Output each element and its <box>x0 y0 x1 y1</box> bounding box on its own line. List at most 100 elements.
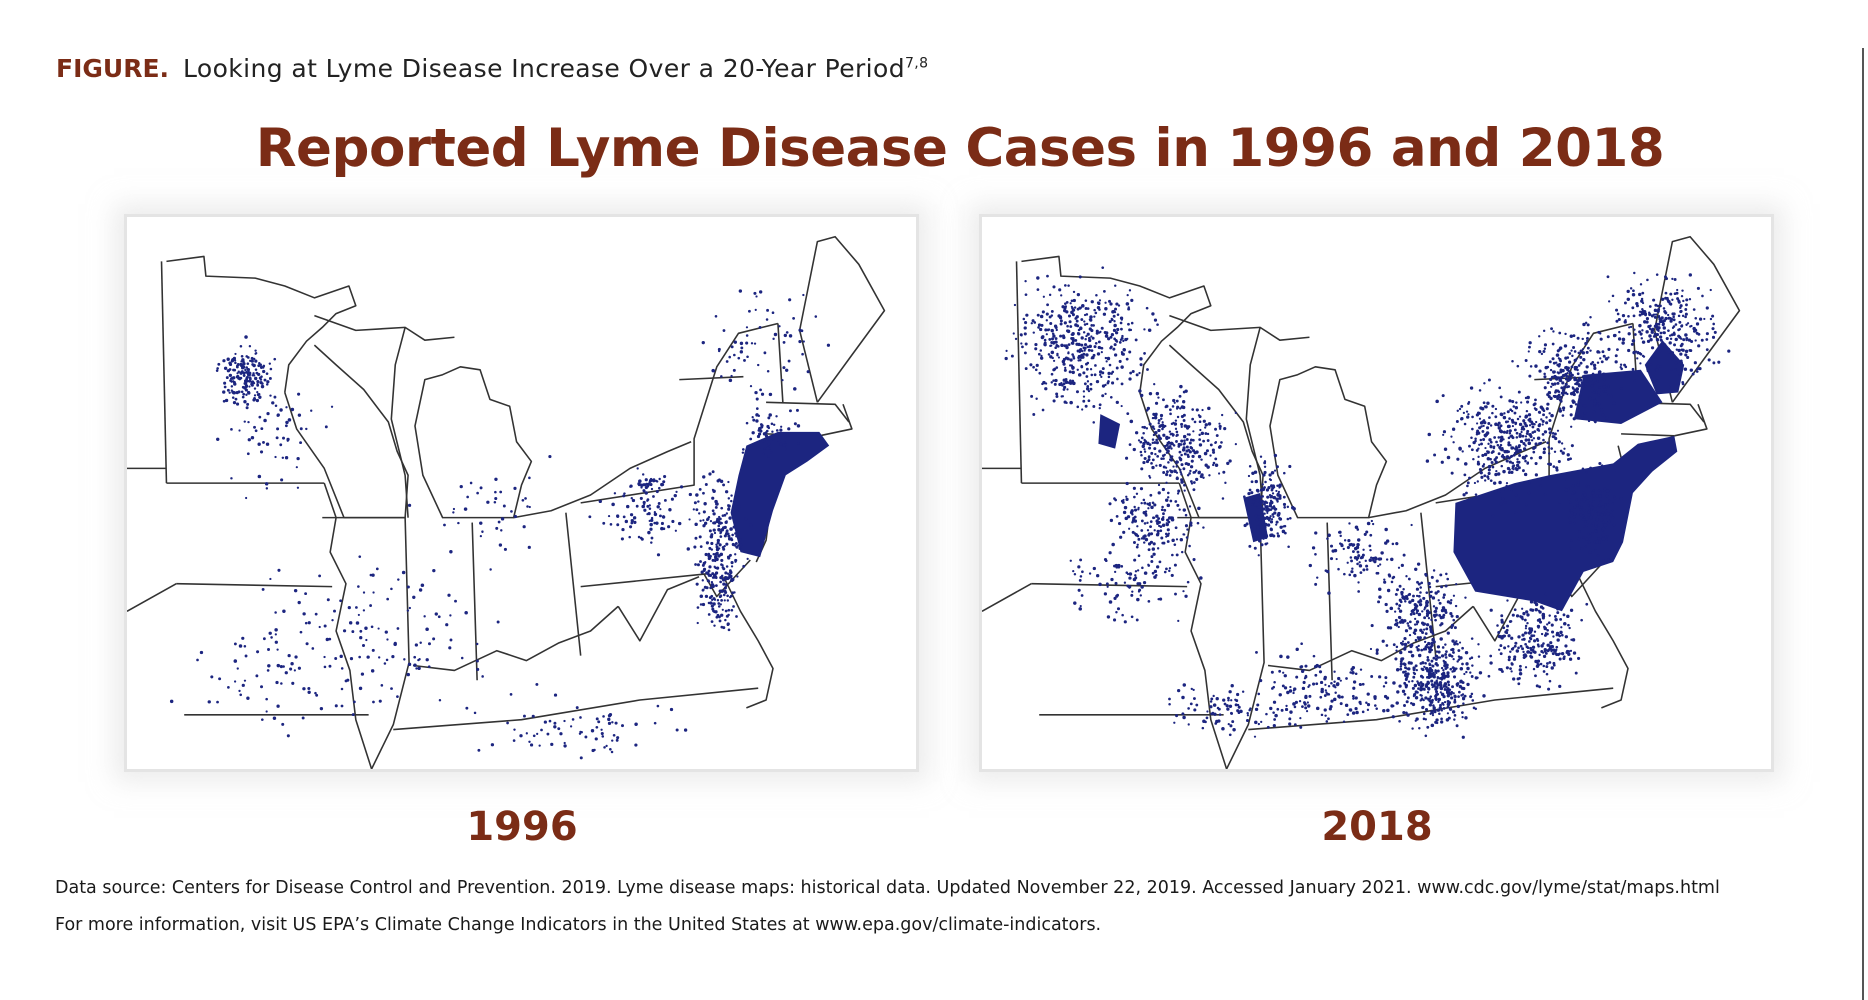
case-dot <box>1150 505 1154 510</box>
case-dot <box>1076 307 1080 311</box>
case-dot <box>1109 518 1114 523</box>
case-dot <box>675 728 679 732</box>
case-dot <box>1104 383 1107 387</box>
case-dot <box>275 436 279 440</box>
case-dot <box>753 291 757 295</box>
case-dot <box>656 553 661 557</box>
case-dot <box>679 485 684 489</box>
case-dot <box>719 603 722 606</box>
case-dot <box>1131 520 1134 524</box>
case-dot <box>698 512 701 515</box>
case-dot <box>1518 668 1523 672</box>
case-dot <box>1422 596 1426 600</box>
case-dot <box>1192 488 1196 492</box>
case-dot <box>1148 443 1152 446</box>
case-dot <box>1534 674 1537 678</box>
case-dot <box>1158 449 1162 453</box>
case-dot <box>766 308 769 312</box>
case-dot <box>761 440 764 443</box>
case-dot <box>1526 613 1530 617</box>
case-dot <box>1218 422 1221 425</box>
case-dot <box>276 413 280 417</box>
case-dot <box>1541 613 1545 618</box>
case-dot <box>710 604 714 608</box>
case-dot <box>1468 444 1471 448</box>
case-dot <box>228 391 231 394</box>
case-dot <box>1136 569 1140 572</box>
case-dot <box>1458 407 1462 411</box>
case-dot <box>1577 414 1581 417</box>
case-dot <box>1489 440 1493 444</box>
case-dot <box>793 422 797 426</box>
case-dot <box>711 470 715 474</box>
case-dot <box>1080 318 1084 321</box>
case-dot <box>1193 451 1197 455</box>
case-dot <box>1288 464 1292 469</box>
case-dot <box>1167 520 1171 524</box>
case-dot <box>1487 674 1491 678</box>
case-dot <box>1672 318 1676 322</box>
case-dot <box>719 535 723 538</box>
case-dot <box>1112 328 1117 332</box>
case-dot <box>715 557 719 562</box>
case-dot <box>757 414 761 417</box>
case-dot <box>1076 405 1080 409</box>
case-dot <box>1402 662 1406 666</box>
case-dot <box>1192 481 1196 484</box>
case-dot <box>1684 315 1687 319</box>
case-dot <box>310 409 313 412</box>
case-dot <box>1070 310 1074 315</box>
case-dot <box>1065 345 1069 350</box>
case-dot <box>1266 495 1270 499</box>
case-dot <box>749 437 753 441</box>
case-dot <box>1115 331 1119 335</box>
case-dot <box>1536 436 1541 441</box>
case-dot <box>1654 303 1658 307</box>
case-dot <box>1093 315 1096 318</box>
case-dot <box>694 563 697 566</box>
case-dot <box>1402 553 1406 557</box>
case-dot <box>1514 511 1518 515</box>
case-dot <box>802 293 805 297</box>
case-dot <box>1588 376 1592 380</box>
case-dot <box>1526 395 1530 400</box>
case-dot <box>1153 503 1157 507</box>
case-dot <box>737 356 741 360</box>
case-dot <box>1658 319 1663 324</box>
case-dot <box>1269 533 1273 538</box>
case-dot <box>1172 444 1176 447</box>
case-dot <box>1084 299 1088 302</box>
case-dot <box>1442 703 1445 706</box>
case-dot <box>755 419 759 423</box>
case-dot <box>1192 697 1196 700</box>
case-dot <box>707 569 711 573</box>
case-dot <box>1095 329 1099 333</box>
case-dot <box>1456 704 1461 709</box>
case-dot <box>1431 637 1435 641</box>
case-dot <box>256 391 259 394</box>
case-dot <box>1700 338 1704 342</box>
case-dot <box>1202 719 1206 724</box>
case-dot <box>285 406 288 409</box>
case-dot <box>290 662 294 666</box>
case-dot <box>415 667 418 670</box>
case-dot <box>1405 677 1408 680</box>
case-dot <box>1368 544 1372 548</box>
case-dot <box>1522 419 1526 423</box>
case-dot <box>1522 441 1526 446</box>
case-dot <box>1217 472 1221 475</box>
case-dot <box>1116 327 1120 332</box>
case-dot <box>1601 505 1605 509</box>
case-dot <box>1573 350 1577 353</box>
case-dot <box>1255 498 1260 503</box>
case-dot <box>1115 565 1119 569</box>
case-dot <box>1351 567 1354 570</box>
case-dot <box>1514 422 1517 426</box>
case-dot <box>1148 474 1151 478</box>
case-dot <box>1139 357 1143 361</box>
case-dot <box>1542 670 1546 673</box>
case-dot <box>233 642 237 646</box>
case-dot <box>1567 385 1571 388</box>
case-dot <box>1594 529 1598 533</box>
case-dot <box>1417 612 1422 617</box>
